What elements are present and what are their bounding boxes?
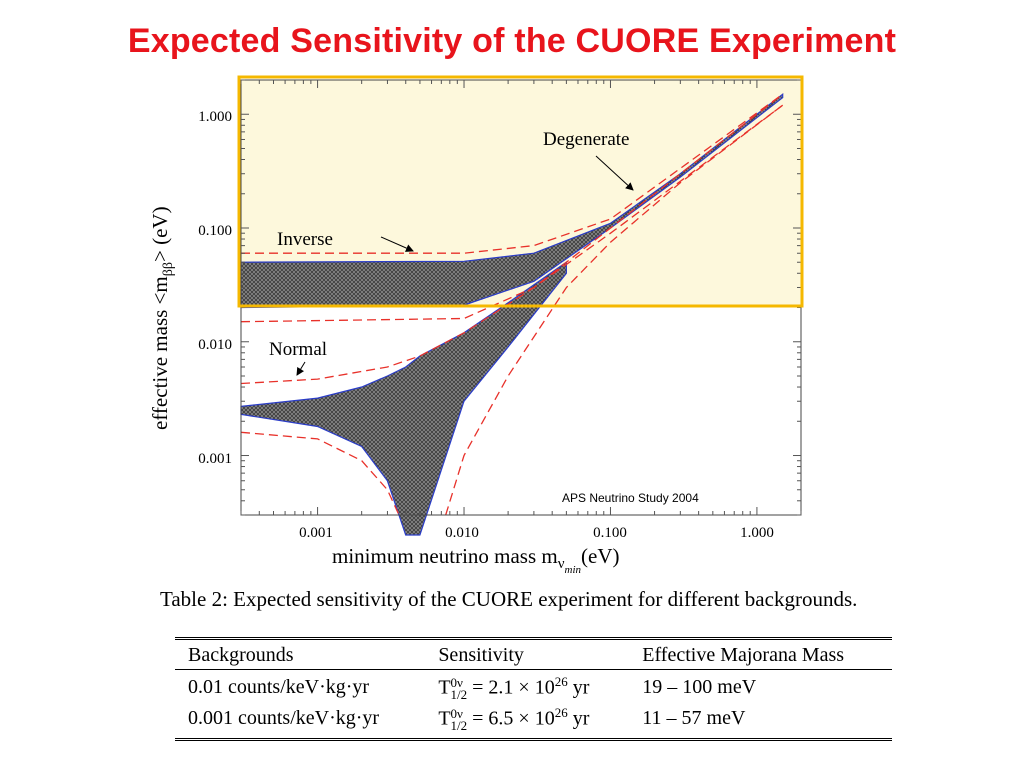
x-axis-label: minimum neutrino mass mνmin(eV)	[332, 544, 620, 576]
y-tick-label: 0.001	[198, 451, 232, 467]
slide-title: Expected Sensitivity of the CUORE Experi…	[127, 22, 897, 60]
mass-cell: 19 – 100 meV	[642, 676, 757, 699]
sensitivity-cell: T 0ν 1/2 = 2.1 × 1026 yr	[438, 674, 590, 703]
background-cell: 0.01 counts/keV·kg·yr	[188, 676, 370, 699]
normal-label: Normal	[269, 339, 327, 360]
sensitivity-chart: 1.000 0.100 0.010 0.001 0.001 0.010 0.10…	[148, 75, 804, 576]
axis-ticks	[240, 79, 802, 516]
normal-hierarchy-band	[240, 261, 567, 536]
x-tick-label: 1.000	[740, 525, 774, 541]
sensitivity-cell: T 0ν 1/2 = 6.5 × 1026 yr	[438, 705, 590, 734]
degenerate-arrow	[595, 155, 634, 191]
source-label: APS Neutrino Study 2004	[562, 491, 699, 505]
column-header: Backgrounds	[175, 638, 426, 670]
highlight-box	[237, 75, 804, 308]
table-header-row: Backgrounds Sensitivity Effective Majora…	[175, 638, 892, 670]
x-tick-label: 0.001	[299, 525, 333, 541]
x-tick-label: 0.010	[445, 525, 479, 541]
x-tick-label: 0.100	[593, 525, 627, 541]
column-header: Sensitivity	[425, 638, 630, 670]
y-tick-label: 1.000	[198, 109, 232, 125]
plot-area	[240, 92, 784, 536]
mass-cell: 11 – 57 meV	[642, 707, 746, 730]
sensitivity-table: Backgrounds Sensitivity Effective Majora…	[175, 637, 892, 742]
dashed-bound-line	[445, 104, 784, 516]
table-row: 0.001 counts/keV·kg·yr T 0ν 1/2 = 6.5 × 10…	[175, 703, 892, 740]
dashed-bound-line	[241, 93, 784, 254]
y-tick-label: 0.100	[198, 223, 232, 239]
table-caption: Table 2: Expected sensitivity of the CUO…	[160, 587, 858, 611]
background-cell: 0.001 counts/keV·kg·yr	[188, 707, 380, 730]
degenerate-label: Degenerate	[543, 129, 630, 150]
dashed-bound-line	[240, 431, 400, 516]
column-header: Effective Majorana Mass	[629, 638, 892, 670]
table-row: 0.01 counts/keV·kg·yr T 0ν 1/2 = 2.1 × 102…	[175, 670, 892, 704]
inverse-arrow	[380, 236, 414, 252]
normal-arrow	[296, 361, 306, 376]
y-axis-label: effective mass <mββ> (eV)	[148, 206, 176, 430]
y-tick-label: 0.010	[198, 337, 232, 353]
inverse-label: Inverse	[277, 229, 333, 250]
dashed-bound-line	[240, 93, 784, 385]
